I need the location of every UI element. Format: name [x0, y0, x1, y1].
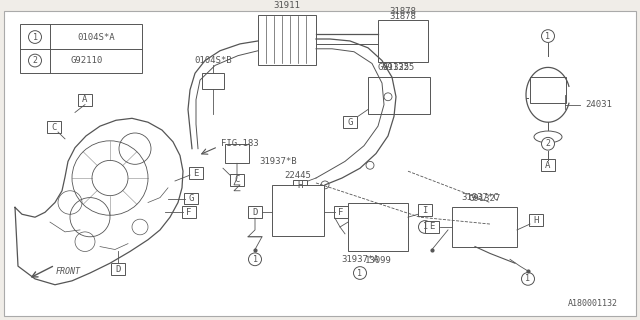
Text: 0104S*A: 0104S*A	[77, 33, 115, 42]
Text: 31937*A: 31937*A	[341, 255, 379, 264]
Text: 31937*B: 31937*B	[259, 157, 297, 166]
Circle shape	[541, 137, 554, 150]
Text: G91325: G91325	[378, 63, 410, 72]
Circle shape	[419, 220, 431, 233]
Bar	[248, 206, 262, 218]
Bar	[78, 94, 92, 106]
Text: G92110: G92110	[71, 56, 103, 65]
Text: A180001132: A180001132	[568, 299, 618, 308]
Bar	[343, 116, 357, 128]
Bar	[258, 14, 316, 65]
Circle shape	[522, 273, 534, 285]
Bar	[452, 207, 517, 247]
Text: C: C	[51, 123, 57, 132]
Text: D: D	[252, 208, 258, 217]
Bar	[20, 24, 142, 73]
Bar	[334, 206, 348, 218]
Bar	[529, 214, 543, 226]
Bar	[230, 174, 244, 186]
Text: A: A	[545, 161, 550, 170]
Bar	[272, 185, 324, 236]
Text: 1: 1	[525, 274, 531, 284]
Bar	[182, 206, 196, 218]
Text: 0104S*B: 0104S*B	[194, 56, 232, 65]
Text: G91327: G91327	[468, 194, 500, 203]
Circle shape	[541, 30, 554, 43]
Polygon shape	[15, 118, 183, 285]
Text: 24031: 24031	[585, 100, 612, 109]
Text: D: D	[115, 265, 121, 274]
Text: 1: 1	[33, 33, 38, 42]
Circle shape	[384, 93, 392, 101]
Text: A: A	[83, 95, 88, 104]
Bar	[541, 159, 555, 171]
Bar	[189, 167, 203, 179]
Bar	[378, 20, 428, 61]
Bar	[530, 77, 566, 103]
Ellipse shape	[534, 131, 562, 143]
Text: G: G	[348, 118, 353, 127]
Text: 31878: 31878	[390, 12, 417, 21]
Text: 31911: 31911	[273, 1, 300, 10]
Circle shape	[321, 181, 329, 189]
Bar	[47, 121, 61, 133]
Bar	[111, 263, 125, 275]
Text: 31937*C: 31937*C	[461, 193, 499, 202]
Bar	[293, 180, 307, 192]
Text: E: E	[429, 222, 435, 231]
Text: 1: 1	[422, 222, 428, 231]
Text: 13099: 13099	[365, 256, 392, 265]
Text: 22445: 22445	[285, 171, 312, 180]
Bar	[368, 77, 430, 114]
Bar	[348, 203, 408, 252]
Text: FRONT: FRONT	[56, 267, 81, 276]
Text: FIG.183: FIG.183	[221, 139, 259, 148]
Text: F: F	[339, 208, 344, 217]
Text: G91325: G91325	[383, 63, 415, 72]
Text: C: C	[234, 175, 240, 185]
Text: 31878: 31878	[390, 6, 417, 15]
Bar	[225, 144, 249, 163]
Circle shape	[366, 161, 374, 169]
Text: 2: 2	[545, 139, 550, 148]
Circle shape	[29, 31, 42, 44]
Bar	[184, 193, 198, 204]
Text: 1: 1	[358, 268, 362, 277]
Text: G: G	[188, 194, 194, 203]
Circle shape	[248, 253, 262, 266]
Text: H: H	[533, 216, 539, 225]
Circle shape	[353, 267, 367, 279]
Text: 1: 1	[253, 255, 257, 264]
Text: 1: 1	[545, 32, 550, 41]
Text: H: H	[298, 181, 303, 190]
Text: E: E	[193, 169, 198, 178]
Bar	[418, 204, 432, 216]
Bar	[202, 73, 224, 89]
Text: F: F	[186, 208, 192, 217]
Circle shape	[29, 54, 42, 67]
Text: 2: 2	[33, 56, 38, 65]
Bar	[425, 221, 439, 233]
Text: I: I	[422, 206, 428, 215]
